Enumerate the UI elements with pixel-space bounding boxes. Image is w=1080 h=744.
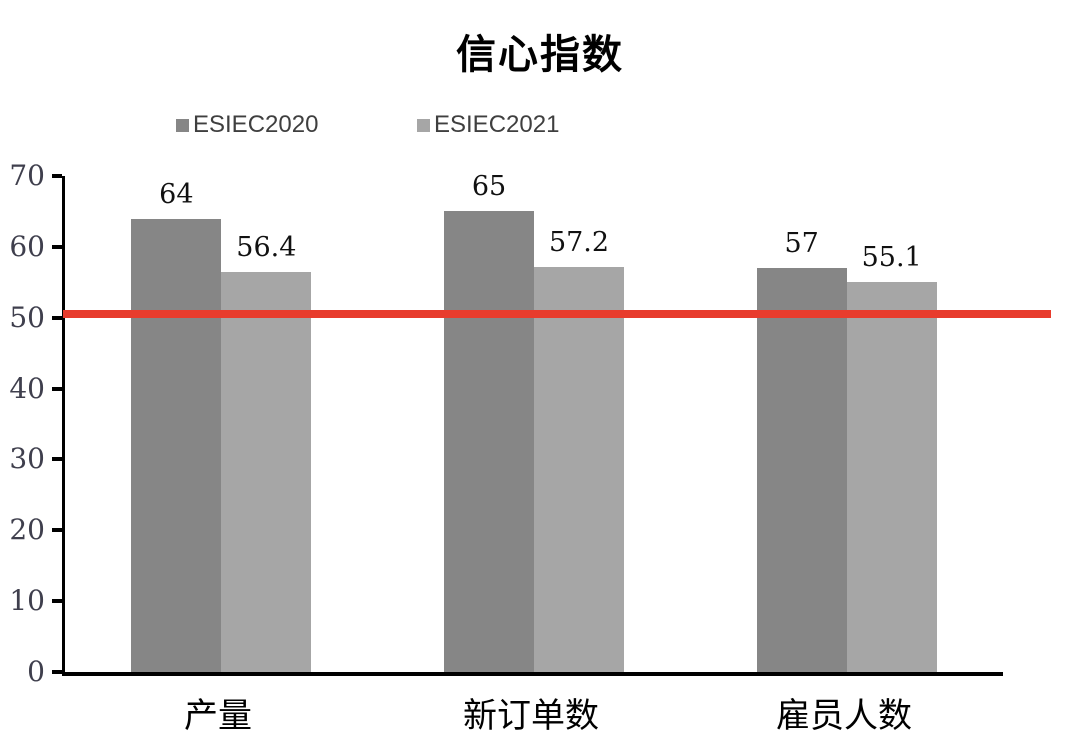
- chart-title: 信心指数: [456, 33, 624, 77]
- bar-value-label: 57.2: [548, 226, 610, 258]
- x-axis-category-label: 产量: [184, 697, 252, 735]
- legend-swatch-esiec2020-icon: [176, 118, 189, 132]
- threshold-line: [63, 310, 1051, 319]
- y-axis-tick-label: 30: [9, 442, 45, 476]
- legend-label-esiec2020: ESIEC2020: [193, 111, 319, 138]
- bar-value-label: 64: [159, 178, 194, 210]
- legend-label-esiec2021: ESIEC2021: [434, 111, 560, 138]
- x-axis-category-label: 雇员人数: [776, 697, 912, 735]
- legend-item-esiec2020: ESIEC2020: [176, 110, 318, 140]
- y-axis-tick-label: 0: [27, 655, 45, 688]
- bar-value-label: 57: [784, 228, 819, 260]
- legend-swatch-esiec2021-icon: [417, 118, 430, 132]
- bar-ESIEC2020-新订单数: [444, 211, 534, 672]
- bar-value-label: 65: [471, 171, 507, 203]
- bar-ESIEC2020-雇员人数: [756, 268, 847, 672]
- y-axis-tick-mark: [52, 174, 62, 178]
- bar-ESIEC2020-产量: [131, 218, 222, 672]
- bar-ESIEC2021-产量: [221, 272, 312, 672]
- y-axis-tick-mark: [52, 599, 62, 604]
- y-axis-tick-label: 70: [9, 159, 45, 192]
- plot-area: 0 10 20 30 40 50 60 70 64 65 57 56.4 57.2 55.1: [9, 161, 1051, 687]
- y-axis-tick-label: 40: [9, 371, 45, 405]
- y-axis-tick-mark: [52, 244, 62, 249]
- y-axis-tick-mark: [52, 670, 62, 674]
- y-axis-tick-mark: [52, 386, 62, 391]
- y-axis-tick-label: 60: [9, 229, 45, 263]
- y-axis-tick-label: 50: [9, 300, 45, 334]
- bar-value-label: 55.1: [861, 241, 922, 273]
- bar-ESIEC2021-雇员人数: [846, 281, 937, 672]
- bar-ESIEC2021-新订单数: [534, 266, 624, 672]
- y-axis-tick-mark: [52, 528, 62, 533]
- y-axis-tick-label: 20: [9, 513, 45, 547]
- y-axis-tick-mark: [52, 457, 62, 462]
- bar-value-label: 56.4: [236, 232, 297, 264]
- legend-item-esiec2021: ESIEC2021: [417, 110, 559, 140]
- x-axis-category-label: 新订单数: [463, 697, 599, 735]
- y-axis-tick-label: 10: [9, 584, 45, 618]
- y-axis-tick-mark: [52, 315, 62, 320]
- legend: ESIEC2020 ESIEC2021: [0, 110, 1080, 140]
